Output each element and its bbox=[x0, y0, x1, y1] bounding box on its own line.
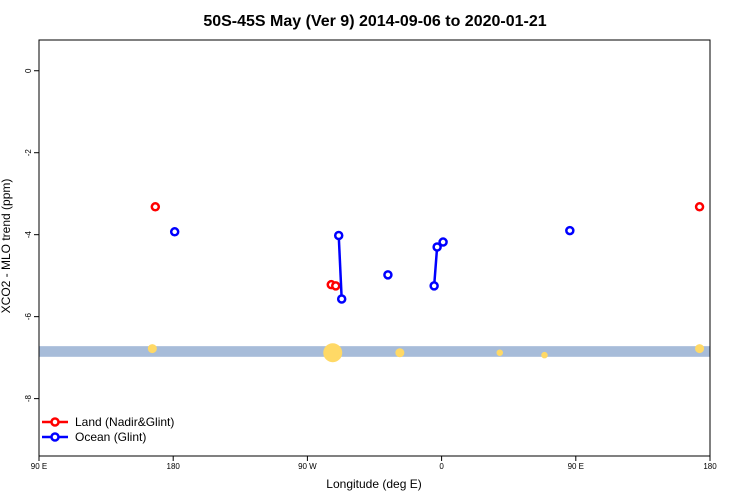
band-marker bbox=[496, 349, 504, 356]
ocean-data-point bbox=[383, 270, 393, 280]
y-tick-label: -8 bbox=[24, 395, 33, 403]
x-tick-label: 180 bbox=[703, 462, 717, 471]
ocean-data-point bbox=[432, 242, 442, 252]
land-data-point bbox=[150, 202, 161, 212]
plot-frame bbox=[38, 39, 711, 457]
ocean-data-point bbox=[429, 281, 439, 291]
x-axis: 90 E 180 90 W 0 90 E 180 bbox=[31, 456, 717, 471]
land-data-point bbox=[330, 281, 341, 291]
band-marker bbox=[323, 343, 343, 363]
ocean-data-point bbox=[438, 237, 448, 247]
legend-marker bbox=[50, 417, 60, 427]
x-axis-label: Longitude (deg E) bbox=[326, 477, 421, 491]
ocean-data-point bbox=[565, 225, 575, 236]
x-tick-label: 0 bbox=[439, 462, 444, 471]
legend-marker bbox=[50, 432, 60, 442]
y-tick-label: -2 bbox=[24, 149, 33, 157]
band-marker bbox=[541, 351, 548, 359]
x-tick-label: 90 E bbox=[568, 462, 584, 471]
band-marker bbox=[695, 344, 705, 354]
y-tick-label: 0 bbox=[24, 68, 33, 73]
ocean-series-line bbox=[337, 235, 343, 300]
legend-label: Land (Nadir&Glint) bbox=[75, 415, 174, 429]
ocean-data-point bbox=[336, 294, 347, 304]
y-axis: 0 -2 -4 -6 -8 bbox=[24, 68, 39, 402]
y-axis-label: XCO2 - MLO trend (ppm) bbox=[0, 179, 13, 314]
legend-item-ocean: Ocean (Glint) bbox=[42, 430, 146, 444]
x-tick-label: 90 E bbox=[31, 462, 47, 471]
legend: Land (Nadir&Glint)Ocean (Glint) bbox=[42, 415, 174, 444]
land-data-point bbox=[694, 202, 705, 212]
x-tick-label: 90 W bbox=[298, 462, 317, 471]
band-marker bbox=[395, 348, 405, 358]
y-tick-label: -4 bbox=[24, 231, 33, 239]
y-tick-label: -6 bbox=[24, 313, 33, 321]
chart-title: 50S-45S May (Ver 9) 2014-09-06 to 2020-0… bbox=[203, 13, 546, 30]
shaded-band-layer bbox=[39, 343, 710, 363]
ocean-data-point bbox=[169, 227, 180, 237]
shaded-band bbox=[39, 346, 710, 357]
band-marker bbox=[147, 344, 157, 354]
legend-label: Ocean (Glint) bbox=[75, 430, 146, 444]
series-layer bbox=[150, 202, 705, 304]
legend-item-land: Land (Nadir&Glint) bbox=[42, 415, 174, 429]
ocean-data-point bbox=[333, 230, 344, 241]
x-tick-label: 180 bbox=[167, 462, 181, 471]
